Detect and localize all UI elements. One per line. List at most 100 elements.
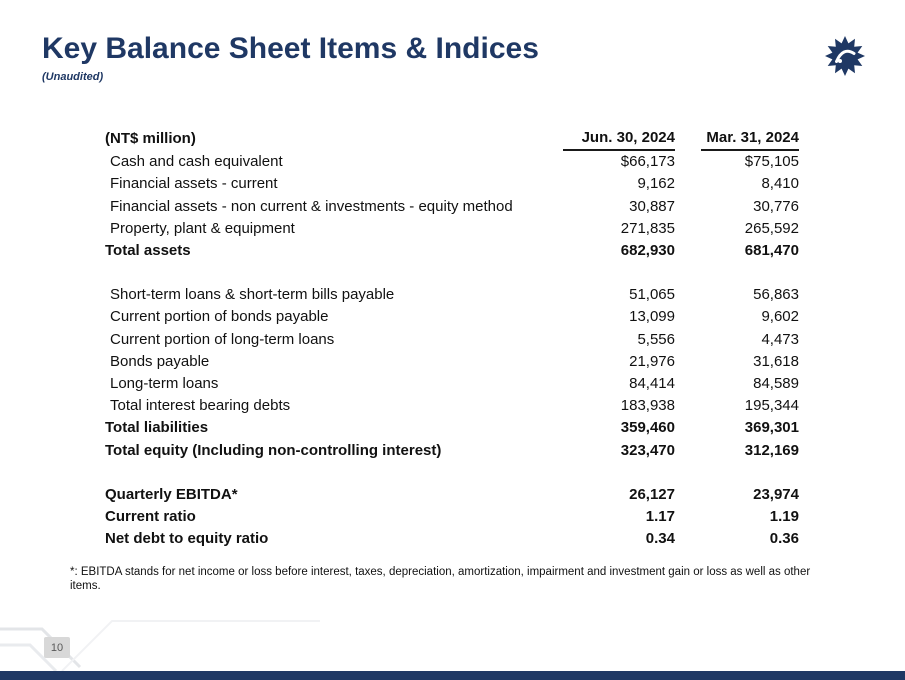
table-row: Net debt to equity ratio 0.34 0.36: [103, 528, 799, 550]
table-header-row: (NT$ million) Jun. 30, 2024 Mar. 31, 202…: [103, 127, 799, 152]
row-value-jun: 323,470: [620, 441, 675, 459]
column-gap-cell: [675, 329, 701, 351]
row-label: Long-term loans: [110, 375, 219, 393]
row-label: Net debt to equity ratio: [105, 530, 269, 548]
row-value-jun: 0.34: [645, 530, 675, 548]
table-row: Financial assets - current 9,162 8,410: [103, 173, 799, 195]
row-label: Bonds payable: [110, 352, 210, 370]
starburst-icon: [825, 36, 865, 76]
table-row: Financial assets - non current & investm…: [103, 196, 799, 218]
row-value-jun: 682,930: [620, 242, 675, 260]
row-value-jun: 1.17: [645, 508, 675, 526]
column-gap-cell: [675, 528, 701, 550]
row-label: Current portion of bonds payable: [110, 308, 329, 326]
spacer-cell: [103, 462, 799, 484]
balance-sheet-body: Cash and cash equivalent $66,173 $75,105 Fi…: [103, 150, 799, 550]
row-value-jun: $66,173: [620, 153, 675, 171]
balance-sheet-table: (NT$ million) Jun. 30, 2024 Mar. 31, 202…: [103, 127, 799, 550]
page-title: Key Balance Sheet Items & Indices: [42, 32, 539, 65]
spacer-row: [103, 262, 799, 284]
company-starburst-logo-icon: [823, 34, 867, 78]
column-gap-cell: [675, 395, 701, 417]
row-value-mar: 0.36: [769, 530, 799, 548]
column-gap-cell: [675, 484, 701, 506]
row-value-mar: 23,974: [753, 485, 799, 503]
column-gap-cell: [675, 440, 701, 462]
column-gap-cell: [675, 284, 701, 306]
column-gap-cell: [675, 240, 701, 262]
column-header-jun-30-2024: Jun. 30, 2024: [563, 127, 675, 152]
column-gap-cell: [675, 351, 701, 373]
row-label: Financial assets - current: [110, 175, 278, 193]
row-value-mar: 312,169: [744, 441, 799, 459]
table-row: Bonds payable 21,976 31,618: [103, 351, 799, 373]
table-row: Total interest bearing debts 183,938 195,3…: [103, 395, 799, 417]
row-label: Total equity (Including non-controlling …: [105, 441, 442, 459]
row-value-jun: 51,065: [629, 286, 675, 304]
row-label: Property, plant & equipment: [110, 219, 295, 237]
table-row: Current ratio 1.17 1.19: [103, 506, 799, 528]
table-row: Total assets 682,930 681,470: [103, 240, 799, 262]
table-row: Current portion of long-term loans 5,556 4…: [103, 329, 799, 351]
column-gap-cell: [675, 373, 701, 395]
row-value-jun: 21,976: [629, 352, 675, 370]
row-value-mar: 265,592: [744, 219, 799, 237]
row-value-mar: 84,589: [753, 375, 799, 393]
row-value-jun: 5,556: [637, 330, 675, 348]
circuit-decoration: [0, 620, 320, 671]
table-row: Current portion of bonds payable 13,099 9,…: [103, 306, 799, 328]
row-value-mar: 4,473: [761, 330, 799, 348]
row-value-mar: 195,344: [744, 397, 799, 415]
unaudited-label: (Unaudited): [42, 71, 104, 83]
table-row: Property, plant & equipment 271,835 265,59…: [103, 218, 799, 240]
row-value-mar: 56,863: [753, 286, 799, 304]
column-gap-cell: [675, 196, 701, 218]
page-number: 10: [44, 637, 70, 658]
row-value-mar: 8,410: [761, 175, 799, 193]
row-value-jun: 30,887: [629, 197, 675, 215]
row-value-mar: 9,602: [761, 308, 799, 326]
row-value-mar: 681,470: [744, 242, 799, 260]
slide-header: Key Balance Sheet Items & Indices (Unaud…: [0, 0, 905, 83]
row-value-mar: 1.19: [769, 508, 799, 526]
row-value-jun: 359,460: [620, 419, 675, 437]
table-row: Quarterly EBITDA* 26,127 23,974: [103, 484, 799, 506]
row-value-mar: 31,618: [753, 352, 799, 370]
row-value-jun: 13,099: [629, 308, 675, 326]
row-value-jun: 26,127: [629, 485, 675, 503]
bottom-accent-bar: [0, 671, 905, 680]
title-block: Key Balance Sheet Items & Indices (Unaud…: [42, 32, 539, 83]
column-gap-cell: [675, 173, 701, 195]
column-gap-cell: [675, 306, 701, 328]
row-value-mar: $75,105: [744, 153, 799, 171]
table-row: Total liabilities 359,460 369,301: [103, 417, 799, 439]
row-value-jun: 271,835: [620, 219, 675, 237]
row-value-mar: 30,776: [753, 197, 799, 215]
table-row: Cash and cash equivalent $66,173 $75,105: [103, 150, 799, 173]
row-value-mar: 369,301: [744, 419, 799, 437]
row-label: Cash and cash equivalent: [110, 153, 283, 171]
row-label: Current portion of long-term loans: [110, 330, 335, 348]
column-gap-cell: [675, 218, 701, 240]
table-row: Long-term loans 84,414 84,589: [103, 373, 799, 395]
row-label: Current ratio: [105, 508, 196, 526]
table-row: Total equity (Including non-controlling …: [103, 440, 799, 462]
row-label: Total assets: [105, 242, 191, 260]
row-label: Short-term loans & short-term bills paya…: [110, 286, 395, 304]
spacer-cell: [103, 262, 799, 284]
ebitda-footnote: *: EBITDA stands for net income or loss …: [70, 566, 811, 593]
row-label: Total interest bearing debts: [110, 397, 291, 415]
column-gap: [675, 127, 701, 150]
column-gap-cell: [675, 417, 701, 439]
row-value-jun: 84,414: [629, 375, 675, 393]
row-label: Financial assets - non current & investm…: [110, 197, 513, 215]
column-gap-cell: [675, 150, 701, 173]
row-label: Quarterly EBITDA*: [105, 485, 238, 503]
row-value-jun: 183,938: [620, 397, 675, 415]
unit-header: (NT$ million): [105, 130, 196, 147]
column-gap-cell: [675, 506, 701, 528]
row-value-jun: 9,162: [637, 175, 675, 193]
spacer-row: [103, 462, 799, 484]
row-label: Total liabilities: [105, 419, 209, 437]
column-header-mar-31-2024: Mar. 31, 2024: [701, 127, 799, 152]
